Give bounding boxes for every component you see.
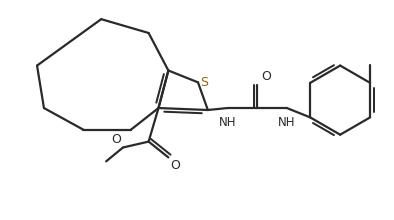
Text: NH: NH	[278, 116, 296, 129]
Text: O: O	[170, 159, 180, 172]
Text: O: O	[111, 132, 121, 146]
Text: S: S	[200, 76, 208, 89]
Text: NH: NH	[219, 116, 236, 129]
Text: O: O	[261, 70, 271, 83]
